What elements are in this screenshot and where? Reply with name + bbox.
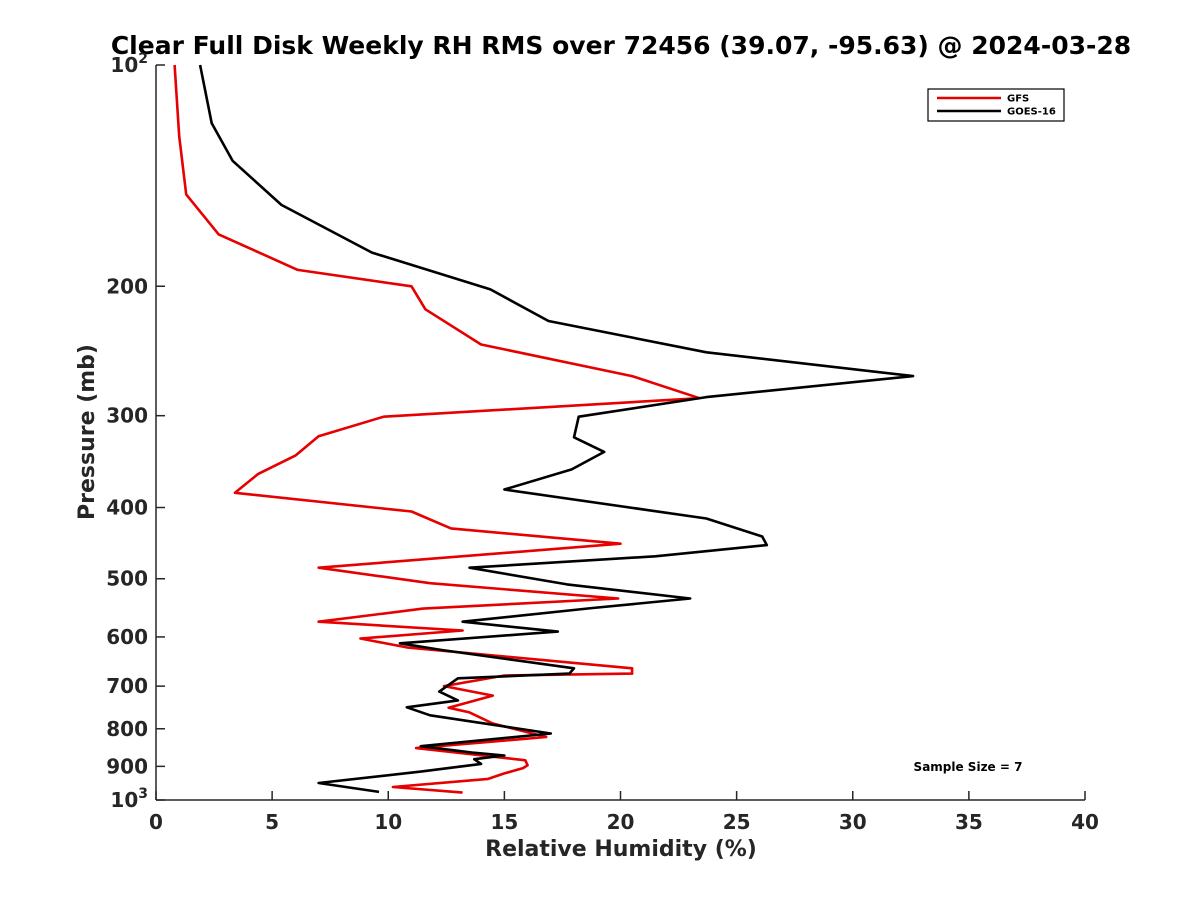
y-tick-label: 103	[110, 786, 148, 812]
y-tick-label: 400	[106, 496, 148, 520]
x-tick-label: 5	[265, 810, 279, 834]
axes-layer	[155, 65, 1085, 801]
y-tick-label: 600	[106, 625, 148, 649]
x-tick-label: 30	[839, 810, 867, 834]
series-layer	[173, 64, 915, 794]
x-tick-label: 35	[955, 810, 983, 834]
x-ticks: 0 5 10 15 20 25 30 35 40	[149, 791, 1099, 834]
y-tick-label: 900	[106, 754, 148, 778]
y-tick-label: 500	[106, 567, 148, 591]
chart-title: Clear Full Disk Weekly RH RMS over 72456…	[111, 31, 1131, 60]
legend-box	[927, 88, 1065, 122]
x-axis-label: Relative Humidity (%)	[485, 837, 757, 862]
series-line-gfs	[173, 64, 701, 794]
y-tick-label: 300	[106, 404, 148, 428]
x-tick-label: 10	[374, 810, 402, 834]
legend: GFS GOES-16	[927, 88, 1065, 122]
x-tick-label: 25	[723, 810, 751, 834]
y-axis-label: Pressure (mb)	[75, 344, 100, 520]
series-line-goes-16	[198, 64, 915, 794]
x-tick-label: 20	[607, 810, 635, 834]
y-tick-label: 700	[106, 674, 148, 698]
legend-label: GFS	[1007, 94, 1029, 105]
y-tick-label: 800	[106, 717, 148, 741]
legend-label: GOES-16	[1007, 107, 1056, 118]
sample-size-annotation: Sample Size = 7	[914, 760, 1023, 774]
y-ticks: 200 300 400 500 600 700 800 900 102 103	[106, 51, 165, 812]
x-tick-label: 40	[1071, 810, 1099, 834]
y-tick-label: 102	[110, 51, 148, 77]
y-tick-label: 200	[106, 274, 148, 298]
x-tick-label: 0	[149, 810, 163, 834]
x-tick-label: 15	[490, 810, 518, 834]
